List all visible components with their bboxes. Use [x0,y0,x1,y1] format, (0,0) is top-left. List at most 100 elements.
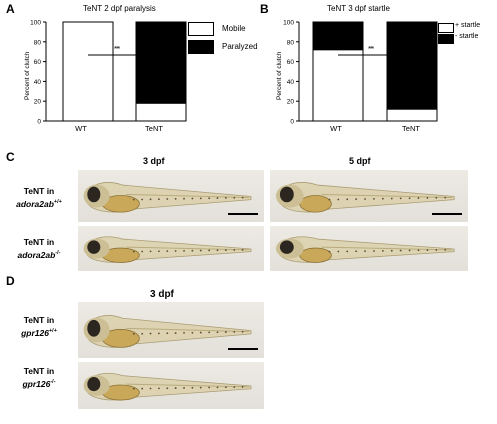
panel-letter-b: B [260,2,269,16]
larva-pigment [373,197,375,200]
larva-pigment [346,198,349,201]
larva-pigment [183,332,185,334]
y-tick-label-b: 20 [287,99,295,106]
larva-pigment [408,249,411,252]
larva-pigment [216,386,219,389]
larva-pigment [241,196,244,199]
legend-label-mobile: Mobile [222,24,246,33]
larva-drawing [83,315,252,348]
scale-bar-d [228,348,258,350]
larva-drawing [83,182,252,213]
significance-b: *** [368,46,374,53]
column-title-c-5dpf: 5 dpf [349,156,371,166]
larva-drawing [83,373,252,401]
larva-pigment [132,387,135,390]
larva-pigment [158,387,160,390]
larva-pigment [328,198,331,201]
larva-notochord [126,246,249,251]
significance-a: *** [114,46,120,53]
larva-pigment [337,250,340,253]
larva-pigment [174,332,177,334]
legend-label-plus-startle: + startle [455,22,481,29]
larva-yolk [299,195,332,213]
column-title-c-3dpf: 3 dpf [143,156,165,166]
larva-drawing [275,182,455,213]
larva-eye [87,186,101,203]
larva-image-c-3dpf-ko [78,226,264,271]
x-tick-label-a-wt: WT [75,124,87,133]
larva-pigment [183,249,185,252]
larva-pigment [444,196,447,199]
larva-drawing [83,236,252,263]
larva-notochord [126,193,249,199]
larva-notochord [321,193,453,199]
y-tick-label-b: 0 [290,119,294,126]
larva-pigment [224,331,227,333]
larva-pigment [208,386,211,389]
larva-eye [87,319,101,337]
larva-pigment [191,249,194,252]
chart-title-b: TeNT 3 dpf startle [327,4,390,13]
larva-pigment [141,387,144,390]
x-tick-label-b-tent: TeNT [402,124,420,133]
chart-title-a: TeNT 2 dpf paralysis [83,4,156,13]
larva-pigment [174,197,177,200]
larva-pigment [399,249,402,252]
larva-pigment [381,249,384,252]
legend-swatch-minus-startle [438,34,454,44]
y-tick-label-b: 80 [287,39,295,46]
larva-pigment [208,197,211,200]
larva-pigment [166,198,169,200]
larva-pigment [233,331,236,333]
bar-a-wt-0 [62,21,114,122]
larva-pigment [141,332,144,335]
larva-pigment [199,249,202,252]
y-tick-label-a: 0 [37,119,41,126]
larva-drawing [275,236,455,263]
larva-pigment [166,332,169,335]
larva-pigment [241,330,244,333]
y-tick-label-a: 40 [34,79,42,86]
larva-pigment [183,197,185,200]
larva-pigment [158,198,160,201]
larva-pigment [191,197,194,200]
larva-pigment [199,197,202,200]
larva-pigment [191,386,194,389]
larva-pigment [158,332,160,335]
larva-pigment [149,332,152,335]
larva-pigment [346,250,349,253]
row-label-gpr126-wt: TeNT in gpr126+/+ [21,315,57,338]
chart-a: 0 20 40 60 80 100 [30,20,187,126]
larva-notochord [126,383,249,388]
larva-pigment [199,331,202,334]
larva-pigment [174,387,177,389]
y-tick-label-a: 100 [30,20,41,27]
larva-eye [87,377,101,392]
row-label-adora2ab-wt: TeNT in adora2ab+/+ [16,186,62,209]
larva-pigment [241,386,244,388]
y-tick-label-a: 20 [34,99,42,106]
larva-pigment [408,197,411,200]
larva-pigment [132,250,135,253]
larva-pigment [233,386,236,388]
legend-label-paralyzed: Paralyzed [222,42,258,51]
larva-pigment [233,196,236,199]
larva-pigment [183,387,185,389]
larva-pigment [224,197,227,199]
larva-pigment [208,249,211,252]
larva-pigment [149,250,152,253]
larva-pigment [435,196,438,199]
larva-pigment [149,198,152,201]
larva-pigment [191,331,194,334]
larva-pigment [216,331,219,334]
larva-pigment [224,249,227,252]
bar-b-wt-0 [312,49,364,122]
larva-pigment [132,198,135,201]
larva-pigment [373,250,375,252]
larva-pigment [233,249,236,251]
y-tick-label-b: 100 [283,20,294,27]
row-label-adora2ab-ko: TeNT in adora2ab-/- [17,237,61,260]
larva-pigment [355,250,358,253]
bar-b-tent-0 [386,108,438,122]
larva-pigment [132,333,135,335]
